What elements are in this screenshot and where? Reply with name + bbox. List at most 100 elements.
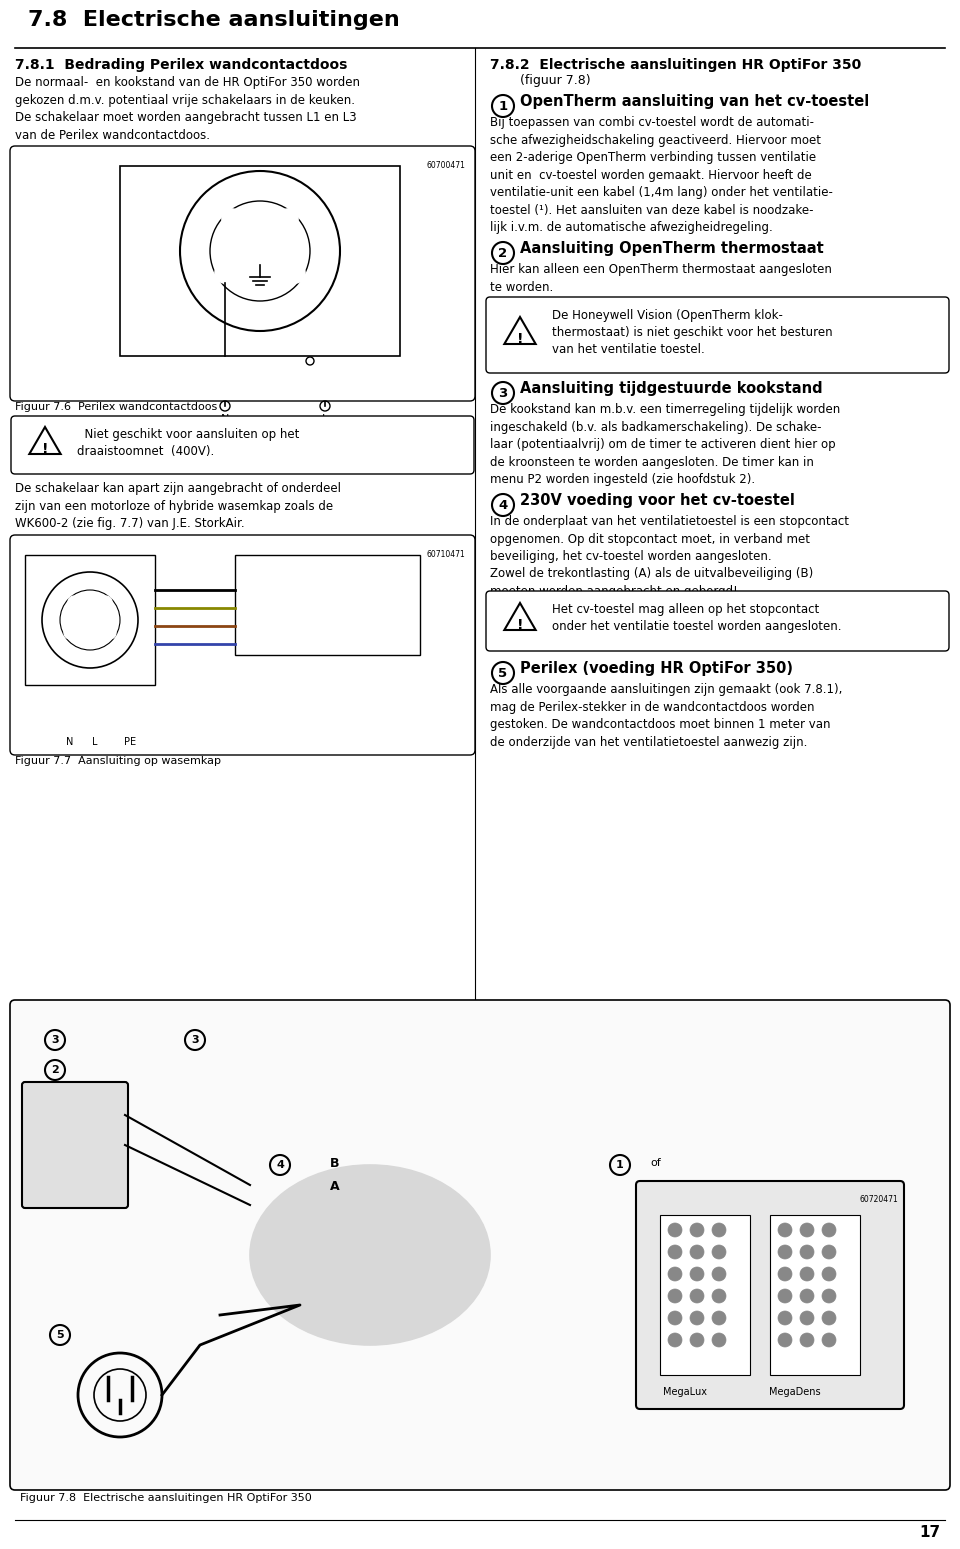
FancyBboxPatch shape: [486, 297, 949, 373]
Text: 1: 1: [616, 1160, 624, 1169]
Circle shape: [712, 1334, 726, 1348]
Circle shape: [778, 1224, 792, 1238]
Circle shape: [690, 1224, 704, 1238]
Text: De normaal-  en kookstand van de HR OptiFor 350 worden
gekozen d.m.v. potentiaal: De normaal- en kookstand van de HR OptiF…: [15, 76, 360, 141]
Circle shape: [690, 1334, 704, 1348]
Text: !: !: [516, 618, 523, 632]
Text: B: B: [330, 1157, 340, 1169]
Text: De kookstand kan m.b.v. een timerregeling tijdelijk worden
ingeschakeld (b.v. al: De kookstand kan m.b.v. een timerregelin…: [490, 403, 840, 486]
Circle shape: [690, 1310, 704, 1324]
Circle shape: [668, 1245, 682, 1259]
Circle shape: [778, 1289, 792, 1303]
Text: In de onderplaat van het ventilatietoestel is een stopcontact
opgenomen. Op dit : In de onderplaat van het ventilatietoest…: [490, 514, 849, 598]
Text: 7.8.1  Bedrading Perilex wandcontactdoos: 7.8.1 Bedrading Perilex wandcontactdoos: [15, 57, 348, 71]
Text: !: !: [516, 331, 523, 345]
Circle shape: [712, 1310, 726, 1324]
Text: Als alle voorgaande aansluitingen zijn gemaakt (ook 7.8.1),
mag de Perilex-stekk: Als alle voorgaande aansluitingen zijn g…: [490, 683, 842, 748]
Text: 1: 1: [498, 99, 508, 113]
Text: 4: 4: [276, 1160, 284, 1169]
Text: MegaLux: MegaLux: [663, 1386, 707, 1397]
Circle shape: [104, 627, 116, 640]
Text: blauw: blauw: [124, 640, 153, 649]
Text: L: L: [322, 414, 328, 424]
FancyBboxPatch shape: [10, 1001, 950, 1490]
Circle shape: [778, 1310, 792, 1324]
Circle shape: [278, 209, 298, 229]
Text: 3: 3: [498, 387, 508, 400]
Circle shape: [690, 1267, 704, 1281]
Text: 7.8.2  Electrische aansluitingen HR OptiFor 350: 7.8.2 Electrische aansluitingen HR OptiF…: [490, 57, 861, 71]
Text: Perilex (voeding HR OptiFor 350): Perilex (voeding HR OptiFor 350): [520, 661, 793, 675]
Circle shape: [250, 246, 270, 266]
Circle shape: [712, 1245, 726, 1259]
Text: zwart: zwart: [126, 586, 153, 595]
Text: Figuur 7.7  Aansluiting op wasemkap: Figuur 7.7 Aansluiting op wasemkap: [15, 756, 221, 767]
Text: Figuur 7.8  Electrische aansluitingen HR OptiFor 350: Figuur 7.8 Electrische aansluitingen HR …: [20, 1493, 312, 1503]
Bar: [235, 555, 420, 655]
Circle shape: [690, 1245, 704, 1259]
Circle shape: [822, 1289, 836, 1303]
Circle shape: [668, 1310, 682, 1324]
Text: L2: L2: [310, 268, 324, 277]
FancyBboxPatch shape: [22, 1083, 128, 1208]
Text: L3: L3: [197, 268, 210, 277]
Circle shape: [712, 1289, 726, 1303]
Text: 3: 3: [51, 1035, 59, 1046]
FancyBboxPatch shape: [10, 534, 475, 754]
Text: PE: PE: [124, 737, 136, 747]
Text: N: N: [66, 737, 74, 747]
Circle shape: [822, 1224, 836, 1238]
Text: Hier kan alleen een OpenTherm thermostaat aangesloten
te worden.: Hier kan alleen een OpenTherm thermostaa…: [490, 263, 832, 293]
Text: 60720471: 60720471: [859, 1194, 898, 1204]
Circle shape: [800, 1310, 814, 1324]
Text: 5: 5: [57, 1331, 63, 1340]
Text: 2: 2: [498, 246, 508, 260]
Text: geel/groen: geel/groen: [101, 603, 153, 613]
Text: OpenTherm: OpenTherm: [48, 1140, 102, 1149]
Text: L1: L1: [281, 198, 295, 208]
Text: A: A: [330, 1180, 340, 1193]
Text: of: of: [650, 1159, 660, 1168]
Text: OpenTherm aansluiting van het cv-toestel: OpenTherm aansluiting van het cv-toestel: [520, 94, 869, 108]
Circle shape: [285, 263, 305, 283]
FancyBboxPatch shape: [486, 592, 949, 651]
Circle shape: [800, 1267, 814, 1281]
Bar: [120, 166, 400, 356]
FancyBboxPatch shape: [636, 1180, 904, 1410]
Text: MegaDens: MegaDens: [769, 1386, 821, 1397]
Text: L2: L2: [120, 629, 131, 638]
Text: N: N: [228, 198, 236, 208]
FancyBboxPatch shape: [11, 417, 474, 474]
Text: N: N: [221, 414, 229, 424]
Circle shape: [778, 1267, 792, 1281]
Text: 4: 4: [498, 499, 508, 511]
Text: 230V voeding voor het cv-toestel: 230V voeding voor het cv-toestel: [520, 493, 795, 508]
Circle shape: [778, 1245, 792, 1259]
Circle shape: [222, 209, 242, 229]
Ellipse shape: [250, 1165, 490, 1345]
Circle shape: [215, 263, 235, 283]
Text: 5: 5: [498, 666, 508, 680]
Circle shape: [68, 596, 80, 609]
Text: Aansluiting OpenTherm thermostaat: Aansluiting OpenTherm thermostaat: [520, 242, 824, 256]
Text: De Honeywell Vision (OpenTherm klok-
thermostaat) is niet geschikt voor het best: De Honeywell Vision (OpenTherm klok- the…: [552, 308, 832, 356]
Bar: [770, 1214, 860, 1376]
Text: bruin: bruin: [128, 621, 153, 630]
Text: !: !: [41, 441, 48, 455]
Text: L3: L3: [49, 629, 60, 638]
Text: wasemkap: wasemkap: [298, 561, 357, 570]
Text: N: N: [71, 592, 78, 601]
Circle shape: [668, 1289, 682, 1303]
Circle shape: [668, 1224, 682, 1238]
Text: De schakelaar kan apart zijn aangebracht of onderdeel
zijn van een motorloze of : De schakelaar kan apart zijn aangebracht…: [15, 482, 341, 530]
Bar: [25, 555, 155, 685]
FancyBboxPatch shape: [10, 146, 475, 401]
Circle shape: [800, 1245, 814, 1259]
Text: 17: 17: [919, 1526, 940, 1540]
Circle shape: [822, 1245, 836, 1259]
Text: L: L: [92, 737, 98, 747]
Circle shape: [100, 596, 112, 609]
Text: 60710471: 60710471: [426, 550, 465, 559]
Circle shape: [822, 1310, 836, 1324]
Circle shape: [800, 1224, 814, 1238]
